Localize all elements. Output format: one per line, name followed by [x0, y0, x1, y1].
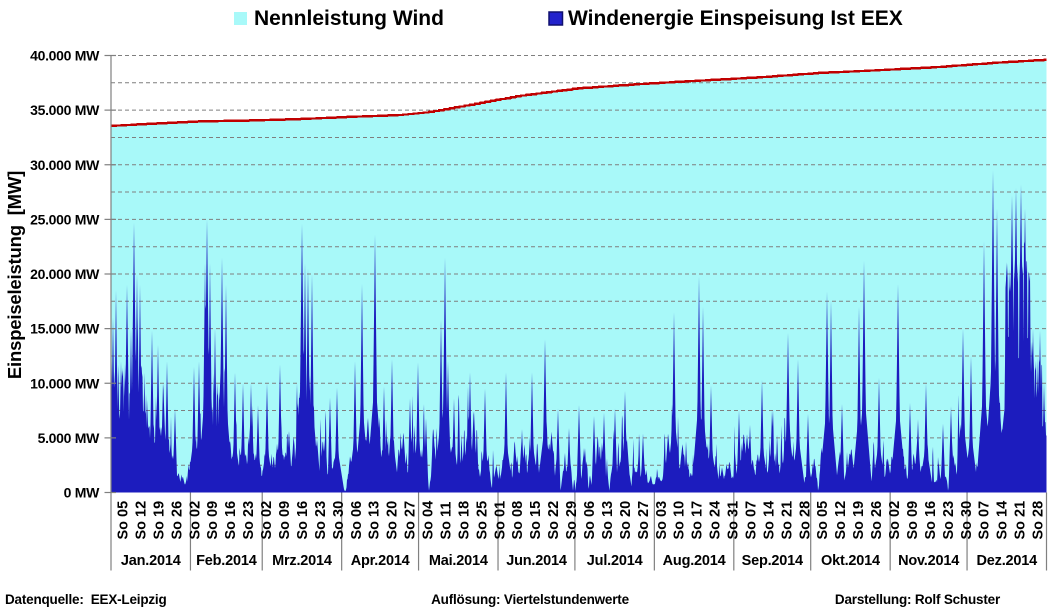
- svg-text:So 29: So 29: [564, 501, 580, 540]
- svg-text:Datenquelle: EEX-Leipzig: Datenquelle: EEX-Leipzig: [5, 592, 167, 607]
- svg-text:So 09: So 09: [905, 501, 921, 540]
- svg-text:So 16: So 16: [223, 501, 239, 540]
- svg-text:So 13: So 13: [367, 501, 383, 540]
- svg-text:So 23: So 23: [941, 501, 957, 540]
- svg-text:So 16: So 16: [295, 501, 311, 540]
- svg-text:So 12: So 12: [133, 501, 149, 540]
- svg-text:So 06: So 06: [349, 501, 365, 540]
- svg-text:Darstellung: Rolf Schuster: Darstellung: Rolf Schuster: [835, 592, 1001, 607]
- svg-text:25.000 MW: 25.000 MW: [30, 211, 100, 227]
- svg-text:So 30: So 30: [959, 501, 975, 540]
- svg-text:Nennleistung Wind: Nennleistung Wind: [254, 7, 444, 30]
- svg-text:So 26: So 26: [169, 501, 185, 540]
- svg-text:So 12: So 12: [833, 501, 849, 540]
- svg-text:So 23: So 23: [241, 501, 257, 540]
- svg-text:Aug.2014: Aug.2014: [663, 553, 726, 569]
- svg-text:Mrz.2014: Mrz.2014: [272, 553, 332, 569]
- svg-text:So 05: So 05: [116, 501, 132, 540]
- svg-text:So 16: So 16: [923, 501, 939, 540]
- svg-text:So 07: So 07: [743, 501, 759, 540]
- svg-text:So 27: So 27: [636, 501, 652, 540]
- svg-text:So 28: So 28: [797, 501, 813, 540]
- svg-text:Okt.2014: Okt.2014: [821, 553, 880, 569]
- svg-text:Sep.2014: Sep.2014: [742, 553, 803, 569]
- svg-text:Jun.2014: Jun.2014: [506, 553, 567, 569]
- svg-text:So 20: So 20: [618, 501, 634, 540]
- svg-text:30.000 MW: 30.000 MW: [30, 157, 100, 173]
- svg-text:So 09: So 09: [205, 501, 221, 540]
- svg-text:40.000 MW: 40.000 MW: [30, 48, 100, 64]
- svg-text:So 31: So 31: [726, 501, 742, 540]
- svg-text:So 02: So 02: [187, 501, 203, 540]
- svg-text:Windenergie Einspeisung Ist EE: Windenergie Einspeisung Ist EEX: [568, 7, 903, 30]
- svg-text:So 01: So 01: [492, 501, 508, 540]
- svg-text:So 20: So 20: [385, 501, 401, 540]
- svg-text:Jul.2014: Jul.2014: [587, 553, 643, 569]
- svg-text:0 MW: 0 MW: [64, 485, 100, 501]
- svg-text:So 19: So 19: [851, 501, 867, 540]
- svg-text:So 10: So 10: [672, 501, 688, 540]
- svg-text:So 06: So 06: [582, 501, 598, 540]
- svg-text:So 13: So 13: [600, 501, 616, 540]
- svg-text:So 18: So 18: [456, 501, 472, 540]
- svg-text:Einspeiseleistung [MW]: Einspeiseleistung [MW]: [4, 171, 25, 379]
- svg-text:5.000 MW: 5.000 MW: [38, 430, 100, 446]
- svg-text:Mai.2014: Mai.2014: [429, 553, 488, 569]
- svg-text:So 17: So 17: [690, 501, 706, 540]
- svg-text:So 27: So 27: [403, 501, 419, 540]
- svg-text:So 11: So 11: [438, 502, 454, 540]
- svg-text:So 30: So 30: [331, 501, 347, 540]
- svg-text:So 15: So 15: [528, 501, 544, 540]
- svg-text:So 04: So 04: [421, 501, 437, 540]
- svg-text:So 02: So 02: [887, 501, 903, 540]
- svg-text:So 09: So 09: [277, 501, 293, 540]
- svg-text:So 14: So 14: [761, 501, 777, 540]
- svg-text:So 05: So 05: [815, 501, 831, 540]
- svg-text:So 24: So 24: [708, 501, 724, 540]
- svg-text:Apr.2014: Apr.2014: [351, 553, 410, 569]
- svg-text:10.000 MW: 10.000 MW: [30, 375, 100, 391]
- svg-text:So 07: So 07: [977, 501, 993, 540]
- svg-text:So 08: So 08: [510, 501, 526, 540]
- svg-text:So 19: So 19: [151, 501, 167, 540]
- svg-text:So 21: So 21: [1013, 501, 1029, 540]
- svg-text:So 02: So 02: [259, 501, 275, 540]
- svg-text:So 22: So 22: [546, 501, 562, 540]
- svg-text:Jan.2014: Jan.2014: [121, 553, 181, 569]
- svg-text:Feb.2014: Feb.2014: [196, 553, 257, 569]
- svg-text:So 21: So 21: [779, 501, 795, 540]
- svg-text:So 14: So 14: [995, 501, 1011, 540]
- svg-text:Auflösung: Viertelstundenwerte: Auflösung: Viertelstundenwerte: [431, 592, 629, 607]
- svg-text:15.000 MW: 15.000 MW: [30, 321, 100, 337]
- svg-text:So 03: So 03: [654, 501, 670, 540]
- svg-text:So 26: So 26: [869, 501, 885, 540]
- svg-text:So 25: So 25: [474, 501, 490, 540]
- svg-text:35.000 MW: 35.000 MW: [30, 102, 100, 118]
- svg-text:Dez.2014: Dez.2014: [977, 553, 1038, 569]
- svg-text:20.000 MW: 20.000 MW: [30, 266, 100, 282]
- svg-text:So 28: So 28: [1031, 501, 1047, 540]
- svg-text:Nov.2014: Nov.2014: [898, 553, 959, 569]
- svg-text:So 23: So 23: [313, 501, 329, 540]
